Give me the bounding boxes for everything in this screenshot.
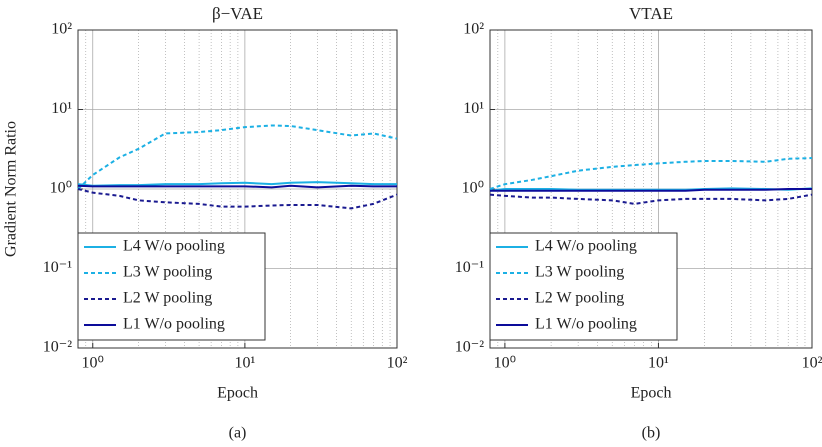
legend-label: L1 W/o pooling [535,316,637,333]
chart-title: β−VAE [212,4,263,23]
series-line [77,188,398,210]
caption: (b) [642,425,661,442]
series-line [77,181,397,187]
legend-label: L2 W pooling [123,290,212,307]
legend-label: L3 W pooling [123,264,212,281]
series-line [77,184,397,189]
caption: (a) [229,425,247,442]
y-tick-label: 10² [51,21,72,38]
legend-label: L3 W pooling [535,264,624,281]
y-tick-label: 10⁻¹ [455,259,484,276]
y-tick-label: 10⁻² [43,339,72,356]
y-tick-label: 10¹ [51,100,72,117]
x-axis-label: Epoch [631,385,672,402]
x-tick-label: 10² [802,355,822,372]
y-axis-label: Gradient Norm Ratio [3,121,20,257]
x-tick-label: 10¹ [648,355,669,372]
legend-label: L2 W pooling [535,290,624,307]
x-tick-label: 10² [387,355,408,372]
y-tick-label: 10⁰ [50,180,72,197]
legend-label: L4 W/o pooling [535,238,637,255]
y-tick-label: 10¹ [463,100,484,117]
series-line [490,188,812,192]
series-line [489,193,813,205]
x-tick-label: 10⁰ [494,355,516,372]
y-tick-label: 10⁰ [462,180,484,197]
subplot: 10⁰ 10¹ 10² 10⁻² 10⁻¹ 10⁰ 10¹ 10² L4 W/o pooling… [455,4,822,442]
legend-box [77,232,266,341]
y-tick-label: 10⁻² [455,339,484,356]
legend-box [489,232,678,341]
chart-title: VTAE [629,4,673,23]
x-tick-label: 10⁰ [82,355,104,372]
legend-label: L4 W/o pooling [123,238,225,255]
y-tick-label: 10⁻¹ [43,259,72,276]
subplot: 10⁰ 10¹ 10² 10⁻² 10⁻¹ 10⁰ 10¹ 10² L4 W/o pooling… [3,4,408,442]
x-axis-label: Epoch [217,385,258,402]
y-tick-label: 10² [463,21,484,38]
legend-label: L1 W/o pooling [123,316,225,333]
x-tick-label: 10¹ [234,355,255,372]
